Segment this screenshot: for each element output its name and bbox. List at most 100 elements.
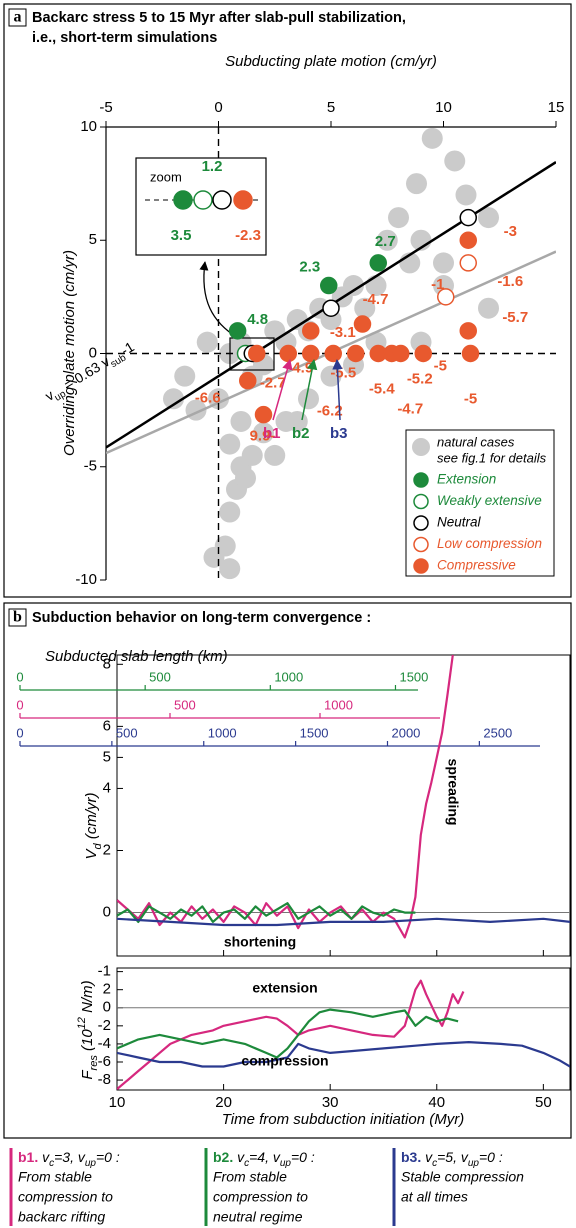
data-point — [369, 254, 387, 272]
natural-case — [203, 546, 225, 568]
natural-case — [163, 388, 184, 410]
zoom-point — [212, 190, 232, 210]
stress-label: -6.2 — [317, 402, 343, 419]
legend-heading: b3. vc=5, vup=0 : — [401, 1149, 503, 1169]
natural-case — [478, 297, 499, 319]
slab-axis-label: 1000 — [208, 725, 237, 740]
x-tick-label: 5 — [327, 99, 335, 116]
legend-box — [405, 429, 555, 577]
natural-case — [264, 444, 286, 466]
zoom-label: 3.5 — [171, 227, 192, 244]
stress-label: -2.7 — [260, 374, 286, 391]
series-line — [117, 1041, 570, 1068]
slab-axis-label: 1500 — [300, 725, 329, 740]
slab-axis-label: 0 — [16, 669, 23, 684]
y-tick-label: -1 — [98, 963, 111, 980]
label-part: V — [83, 847, 100, 859]
y-axis-label: Fres (1012 N/m) — [76, 980, 100, 1079]
data-point — [459, 322, 477, 340]
y-tick-label: 5 — [89, 231, 97, 248]
case-arrow — [272, 358, 293, 421]
data-point — [414, 344, 432, 363]
plot-frame — [116, 967, 571, 1091]
x-tick-label: 50 — [535, 1094, 552, 1111]
legend-label: Extension — [437, 472, 496, 487]
stress-label: -4.7 — [397, 400, 423, 417]
legend-param: =3, v — [54, 1149, 86, 1165]
y-tick-label: 0 — [103, 904, 111, 921]
title: Subduction behavior on long-term converg… — [32, 610, 371, 626]
series-line — [117, 917, 570, 927]
natural-case — [219, 433, 241, 455]
stress-label: -3 — [504, 223, 517, 240]
y-tick-label: 10 — [80, 118, 97, 135]
legend-label: Neutral — [437, 515, 482, 530]
data-point — [302, 344, 320, 363]
case-arrow — [301, 358, 318, 421]
legend-label: Compressive — [437, 558, 516, 573]
legend-marker — [412, 438, 430, 456]
data-point — [254, 405, 273, 424]
stress-label: -5.5 — [330, 364, 356, 381]
zoom-title: zoom — [150, 169, 182, 184]
y-tick-label: 6 — [103, 717, 111, 734]
x-tick-label: 0 — [214, 99, 222, 116]
y-tick-label: -5 — [84, 458, 97, 475]
stress-label: -1.6 — [497, 273, 523, 290]
legend-label: Low compression — [437, 536, 542, 551]
case-label: b1 — [263, 425, 281, 442]
y-tick-label: 2 — [103, 841, 111, 858]
legend-marker — [413, 493, 429, 510]
natural-case — [174, 365, 196, 387]
y-tick-label: -10 — [75, 571, 97, 588]
data-point — [248, 344, 266, 363]
y-tick-label: -6 — [98, 1053, 111, 1070]
series-line — [117, 979, 465, 1090]
x-tick-label: 10 — [109, 1094, 126, 1111]
stress-label: 9.9- — [250, 428, 276, 445]
slab-axis-label: 1000 — [324, 697, 353, 712]
zoom-point — [193, 190, 213, 210]
x-tick-label: 40 — [428, 1094, 445, 1111]
legend-param: up — [85, 1158, 97, 1169]
legend-text: at all times — [401, 1189, 468, 1205]
x-tick-label: -5 — [99, 99, 112, 116]
legend-param: =4, v — [249, 1149, 281, 1165]
panel-label-box — [8, 8, 27, 27]
natural-case — [421, 127, 443, 149]
slab-axis-label: 500 — [149, 669, 171, 684]
data-point — [459, 208, 477, 227]
legend-text: neutral regime — [213, 1209, 303, 1225]
slab-axis-label: 500 — [174, 697, 196, 712]
natural-case — [376, 229, 398, 251]
natural-case — [241, 444, 263, 466]
data-point — [353, 315, 372, 333]
stress-label: -1 — [431, 276, 444, 293]
stress-label: -4.9 — [287, 359, 313, 376]
title: i.e., short-term simulations — [32, 30, 217, 46]
data-point — [347, 344, 365, 363]
legend-param: =0 : — [479, 1149, 503, 1165]
legend-text: From stable — [213, 1169, 287, 1185]
title: Backarc stress 5 to 15 Myr after slab-pu… — [32, 10, 406, 26]
data-point — [437, 288, 455, 306]
legend-heading: b2. vc=4, vup=0 : — [213, 1149, 315, 1169]
series-line — [117, 655, 454, 939]
natural-case — [406, 173, 427, 195]
stress-label: -6.6 — [195, 390, 221, 407]
stress-label: -3.1 — [330, 324, 356, 341]
stress-label: 4.8 — [247, 311, 268, 328]
zoom-point — [233, 190, 253, 210]
annotation: spreading — [445, 759, 461, 826]
data-point — [322, 299, 340, 317]
legend-param: c — [49, 1158, 54, 1169]
y-tick-label: -8 — [98, 1071, 111, 1088]
legend-param: v — [425, 1149, 433, 1165]
natural-case — [433, 252, 454, 274]
zoom-label: -2.3 — [235, 227, 261, 244]
y-axis-label: Overriding plate motion (cm/yr) — [61, 250, 78, 456]
legend-param: =0 : — [96, 1149, 120, 1165]
y-tick-label: -2 — [98, 1017, 111, 1034]
slab-axis-label: 0 — [16, 697, 23, 712]
